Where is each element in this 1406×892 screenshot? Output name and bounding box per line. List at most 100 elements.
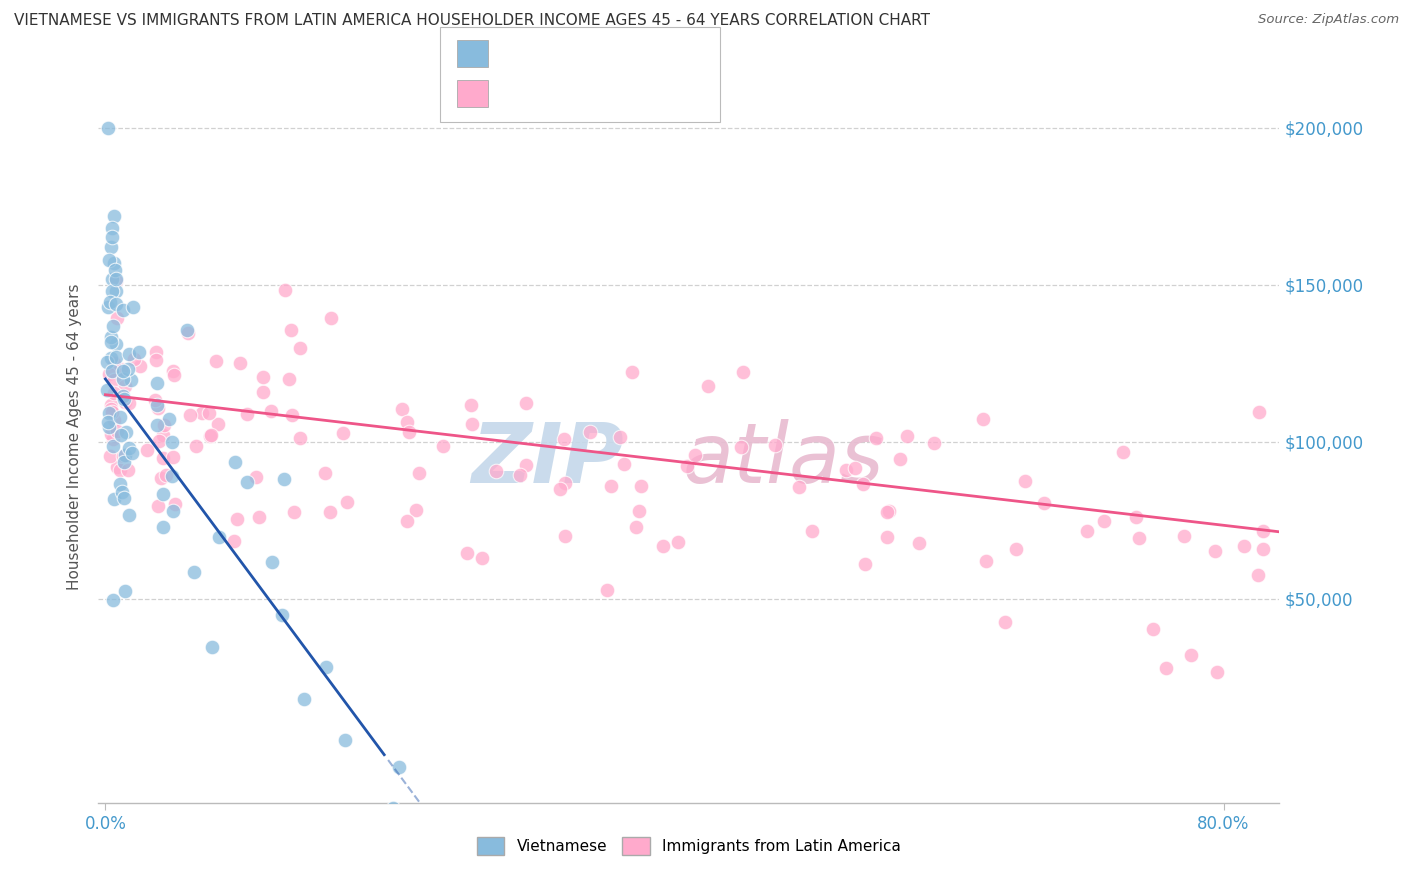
Point bbox=[112, 392, 135, 407]
Text: R = -0.420   N =   76: R = -0.420 N = 76 bbox=[499, 46, 702, 61]
Point bbox=[111, 302, 134, 317]
Point bbox=[1233, 539, 1256, 553]
Point bbox=[208, 530, 231, 544]
Point bbox=[103, 386, 125, 401]
Point bbox=[112, 455, 135, 469]
Point bbox=[609, 430, 631, 444]
Point bbox=[152, 519, 174, 533]
Point bbox=[236, 475, 259, 489]
Point bbox=[1076, 524, 1098, 538]
Point bbox=[114, 394, 136, 409]
Point bbox=[162, 468, 184, 483]
Point bbox=[974, 554, 997, 568]
Point bbox=[889, 452, 911, 467]
Point bbox=[198, 428, 221, 442]
Point bbox=[118, 508, 141, 523]
Point bbox=[370, 810, 392, 824]
Point bbox=[110, 362, 132, 376]
Point bbox=[763, 438, 786, 452]
Point bbox=[1173, 529, 1195, 543]
Text: atlas: atlas bbox=[682, 418, 884, 500]
Point bbox=[1251, 541, 1274, 556]
Point bbox=[152, 418, 174, 433]
Point bbox=[224, 533, 246, 548]
Point bbox=[1014, 474, 1036, 488]
Point bbox=[105, 284, 128, 298]
Point bbox=[381, 800, 404, 814]
Point bbox=[852, 477, 875, 491]
Point bbox=[630, 478, 652, 492]
Point bbox=[96, 383, 118, 397]
Point bbox=[252, 385, 274, 400]
Point bbox=[666, 534, 689, 549]
Point bbox=[292, 692, 315, 706]
Point bbox=[485, 464, 508, 478]
Point bbox=[145, 353, 167, 368]
Point bbox=[100, 284, 122, 298]
Point bbox=[100, 334, 122, 349]
Point bbox=[122, 351, 145, 366]
Point bbox=[335, 733, 357, 747]
Point bbox=[247, 510, 270, 524]
Point bbox=[1033, 496, 1056, 510]
Point bbox=[280, 322, 302, 336]
Point bbox=[121, 446, 143, 460]
Point bbox=[103, 256, 125, 270]
Point bbox=[865, 431, 887, 445]
Point bbox=[626, 520, 648, 534]
Point bbox=[148, 401, 170, 416]
Point bbox=[98, 295, 121, 310]
Point bbox=[456, 546, 478, 560]
Point bbox=[104, 272, 127, 286]
Point bbox=[104, 274, 127, 288]
Point bbox=[101, 439, 124, 453]
Point bbox=[730, 441, 752, 455]
Point bbox=[152, 487, 174, 501]
Point bbox=[395, 415, 418, 429]
Point bbox=[162, 364, 184, 378]
Point bbox=[100, 402, 122, 417]
Point bbox=[1125, 510, 1147, 524]
Point bbox=[163, 497, 186, 511]
Point bbox=[98, 419, 121, 434]
Point bbox=[179, 408, 201, 422]
Point bbox=[408, 466, 430, 480]
Point bbox=[683, 448, 706, 462]
Point bbox=[226, 511, 249, 525]
Point bbox=[157, 412, 180, 426]
Text: R = -0.532   N = 142: R = -0.532 N = 142 bbox=[499, 87, 692, 101]
Point bbox=[111, 484, 134, 499]
Point bbox=[145, 417, 167, 432]
Point bbox=[260, 404, 283, 418]
Point bbox=[104, 263, 127, 277]
Point bbox=[319, 310, 342, 325]
Point bbox=[696, 379, 718, 393]
Point bbox=[190, 406, 212, 420]
Point bbox=[108, 477, 131, 491]
Point bbox=[184, 439, 207, 453]
Point bbox=[128, 345, 150, 359]
Point bbox=[1204, 544, 1226, 558]
Point bbox=[150, 471, 173, 485]
Point bbox=[108, 463, 131, 477]
Point bbox=[103, 373, 125, 387]
Legend: Vietnamese, Immigrants from Latin America: Vietnamese, Immigrants from Latin Americ… bbox=[471, 831, 907, 861]
Point bbox=[105, 350, 128, 364]
Point bbox=[332, 425, 354, 440]
Point bbox=[1128, 532, 1150, 546]
Point bbox=[876, 505, 898, 519]
Point bbox=[101, 229, 124, 244]
Point bbox=[471, 550, 494, 565]
Point bbox=[101, 221, 124, 235]
Point bbox=[432, 439, 454, 453]
Point bbox=[245, 469, 267, 483]
Point bbox=[229, 356, 252, 370]
Point bbox=[200, 428, 222, 442]
Point bbox=[1247, 568, 1270, 582]
Point bbox=[146, 376, 169, 391]
Point bbox=[1154, 661, 1177, 675]
Point bbox=[600, 479, 623, 493]
Point bbox=[118, 396, 141, 410]
Point bbox=[283, 504, 305, 518]
Point bbox=[136, 443, 159, 458]
